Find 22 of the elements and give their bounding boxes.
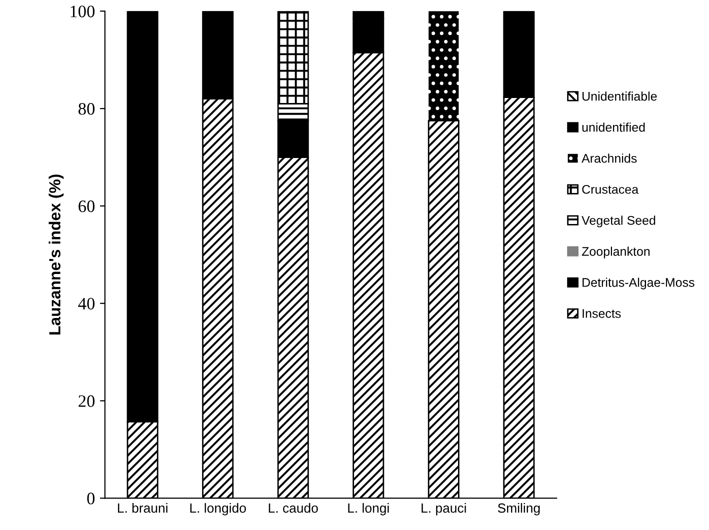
legend-label: Detritus-Algae-Moss [582, 278, 694, 290]
y-tick-label: 100 [70, 6, 95, 18]
x-tick-label: L. longi [348, 503, 389, 516]
legend-label: unidentified [582, 122, 645, 132]
legend-label: Arachnids [582, 154, 637, 163]
legend-label: Insects [582, 309, 621, 318]
y-tick-label: 40 [78, 298, 95, 310]
bar [428, 11, 459, 121]
y-tick-label: 60 [78, 200, 95, 212]
legend-label: Unidentifiable [582, 92, 657, 101]
y-tick-label: 20 [78, 395, 95, 407]
x-tick-label: L. brauni [118, 503, 168, 513]
legend-label: Zooplankton [582, 246, 650, 258]
x-tick-label: L. longido [190, 503, 246, 516]
x-tick-label: Smiling [498, 503, 540, 516]
y-tick-label: 80 [78, 103, 95, 115]
y-axis-title: Lauzanne's index (%) [48, 174, 64, 334]
legend-label: Vegetal Seed [582, 216, 656, 228]
x-tick-label: L. pauci [422, 503, 466, 516]
y-tick-label: 0 [87, 492, 95, 504]
legend-label: Crustacea [582, 184, 639, 194]
x-tick-label: L. caudo [268, 503, 318, 513]
